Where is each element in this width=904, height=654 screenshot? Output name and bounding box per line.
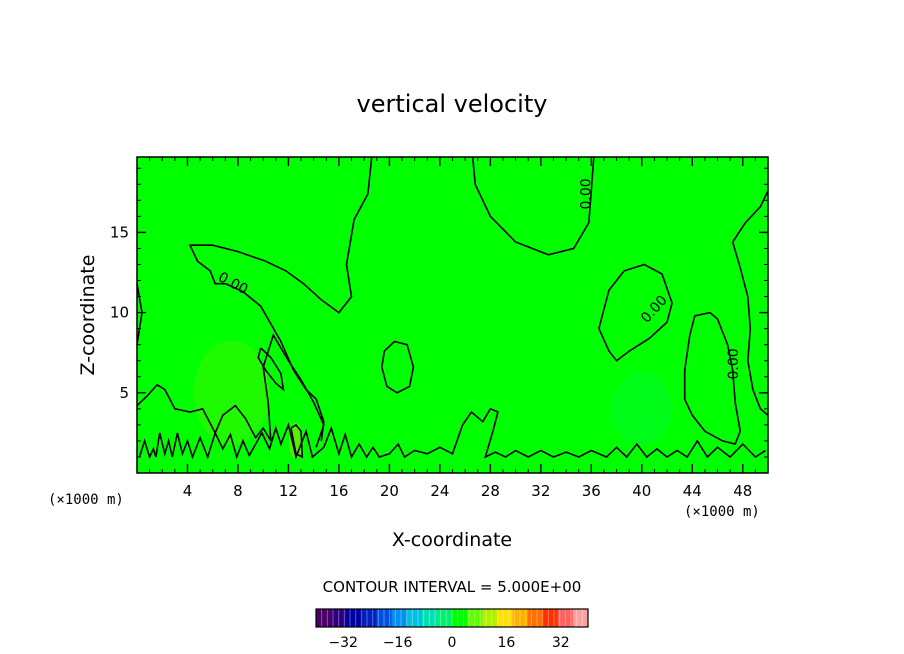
contour-lines <box>136 156 769 460</box>
colorbar-ticks: −32 −16 0 16 32 <box>328 635 569 651</box>
x-tick-label: 20 <box>380 482 399 500</box>
x-tick-label: 40 <box>632 482 651 500</box>
x-tick-label: 32 <box>531 482 550 500</box>
colorbar-segment <box>406 609 423 627</box>
plot-field <box>137 157 768 473</box>
colorbar-tick-label: −32 <box>328 635 358 651</box>
contour-line <box>380 340 415 394</box>
colorbar-tick-label: 32 <box>552 635 570 651</box>
x-tick-label: 12 <box>279 482 298 500</box>
contour-line <box>290 423 304 459</box>
chart-title: vertical velocity <box>357 90 548 118</box>
colorbar-segment <box>542 609 559 627</box>
x-tick-label: 48 <box>733 482 752 500</box>
contour-line <box>683 311 742 446</box>
contour-line <box>138 407 766 460</box>
colorbar-segment <box>452 609 468 627</box>
colorbar-segment <box>467 609 483 627</box>
x-end-unit-label: (×1000 m) <box>684 504 760 520</box>
colorbar <box>315 608 589 628</box>
x-tick-label: 28 <box>481 482 500 500</box>
contour-line <box>731 241 769 416</box>
colorbar-segment <box>361 609 377 627</box>
contour-line <box>471 156 595 256</box>
x-tick-label: 24 <box>430 482 449 500</box>
colorbar-segment <box>331 609 347 627</box>
y-axis-label: Z-coordinate <box>77 255 99 376</box>
contour-line <box>257 347 285 392</box>
y-tick-label: 10 <box>110 304 129 322</box>
y-tick-label: 5 <box>119 384 129 402</box>
contour-label: 0.00 <box>726 348 742 379</box>
colorbar-segment <box>557 609 574 627</box>
shade-patch <box>193 340 270 445</box>
y-axis-ticks: 5 10 15 <box>110 167 768 458</box>
colorbar-segment <box>527 609 544 627</box>
x-tick-label: 16 <box>329 482 348 500</box>
x-tick-label: 44 <box>683 482 702 500</box>
contour-line <box>732 190 769 243</box>
colorbar-frame <box>315 608 589 628</box>
colorbar-segment <box>316 609 332 627</box>
colorbar-tick-label: −16 <box>383 635 413 651</box>
shade-patch <box>611 372 672 445</box>
x-axis-ticks: 4 8 12 16 20 24 28 32 36 40 44 48 <box>149 157 756 500</box>
colorbar-segment <box>512 609 528 627</box>
colorbar-segment <box>421 609 438 627</box>
colorbar-segment <box>572 609 589 627</box>
x-origin-unit-label: (×1000 m) <box>48 492 124 508</box>
colorbar-segment <box>497 609 513 627</box>
y-tick-label: 15 <box>110 223 129 241</box>
contour-interval-label: CONTOUR INTERVAL = 5.000E+00 <box>323 578 582 596</box>
contour-label: 0.00 <box>578 178 594 209</box>
x-axis-label: X-coordinate <box>392 529 512 551</box>
x-tick-label: 4 <box>183 482 193 500</box>
colorbar-segment <box>346 609 362 627</box>
colorbar-tick-label: 16 <box>497 635 515 651</box>
colorbar-segment <box>436 609 453 627</box>
colorbar-segment <box>482 609 498 627</box>
contour-line <box>598 263 673 362</box>
colorbar-segment <box>391 609 408 627</box>
colorbar-segment <box>376 609 392 627</box>
x-tick-label: 36 <box>582 482 601 500</box>
colorbar-tick-label: 0 <box>448 635 457 651</box>
contour-line <box>188 156 373 442</box>
contour-line <box>136 333 325 448</box>
x-tick-label: 8 <box>233 482 243 500</box>
